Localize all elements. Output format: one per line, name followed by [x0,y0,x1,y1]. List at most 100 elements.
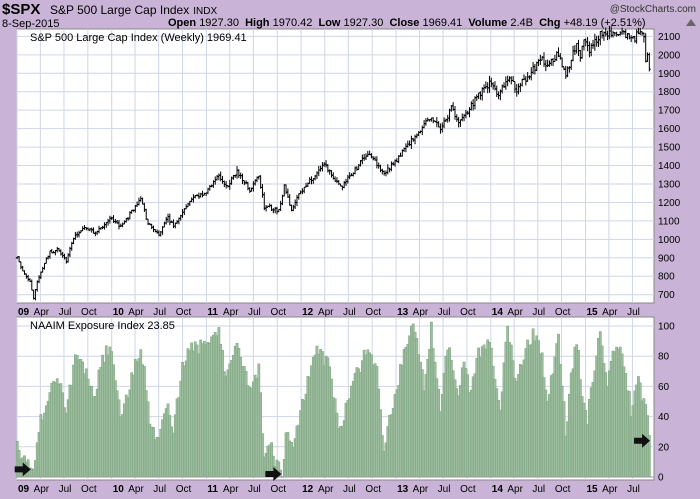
x-tick-label: 14 [492,307,504,318]
volume-value: 2.4B [510,17,533,29]
y-tick-label: 1000 [658,235,681,246]
x-tick-label: 09 [18,307,30,318]
open-value: 1927.30 [199,17,239,29]
price-bar [647,52,651,72]
y-tick-label: 900 [658,253,675,264]
y-tick-label: 800 [658,272,675,283]
y-tick-label: 1100 [658,216,680,227]
y-tick-label: 700 [658,290,675,301]
x-tick-label: Apr [34,484,50,495]
x-tick-label: Oct [176,484,192,495]
y-tick-label: 1900 [658,69,681,80]
x-tick-label: Apr [223,307,239,318]
x-tick-label: Apr [413,307,429,318]
y-tick-label: 100 [658,322,675,333]
x-tick-label: 10 [113,484,125,495]
y-tick-label: 1200 [658,198,681,209]
x-tick-label: Apr [413,484,429,495]
exchange-label: INDX [193,6,218,17]
x-tick-label: 15 [586,484,598,495]
x-tick-label: Oct [176,307,192,318]
y-tick-label: 1300 [658,179,681,190]
x-tick-label: Jul [343,484,356,495]
security-name: S&P 500 Large Cap Index INDX [50,3,217,17]
arrow-right-icon [634,433,651,448]
x-tick-label: Jul [153,307,166,318]
high-label: High [245,17,270,29]
x-tick-label: 14 [492,484,504,495]
x-tick-label: Oct [270,307,286,318]
x-tick-label: 11 [207,307,218,318]
x-tick-label: Oct [81,307,97,318]
naaim-panel-title: NAAIM Exposure Index 23.85 [30,320,175,332]
x-tick-label: Apr [34,307,50,318]
close-value: 1969.41 [422,17,463,29]
x-tick-label: 13 [397,307,409,318]
y-tick-label: 1400 [658,161,681,172]
x-tick-label: 12 [302,484,314,495]
x-tick-label: Oct [81,484,97,495]
x-tick-label: Apr [507,307,523,318]
x-tick-label: Jul [248,484,261,495]
x-tick-label: Oct [555,484,571,495]
open-label: Open [168,17,197,29]
x-tick-label: Jul [59,307,72,318]
x-tick-label: 10 [113,307,125,318]
high-value: 1970.42 [272,17,313,29]
price-panel-title: S&P 500 Large Cap Index (Weekly) 1969.41 [30,32,247,44]
x-tick-label: Oct [365,307,381,318]
quote-date: 8-Sep-2015 [2,18,60,30]
close-label: Close [389,17,420,29]
x-tick-label: Apr [602,307,618,318]
x-tick-label: Oct [365,484,381,495]
x-tick-label: 09 [18,484,30,495]
y-tick-label: 0 [658,472,664,483]
y-tick-label: 2000 [658,50,681,61]
x-tick-label: Oct [460,484,476,495]
x-tick-label: Jul [438,484,451,495]
x-tick-label: Apr [602,484,618,495]
x-tick-label: Jul [438,307,451,318]
copyright-label[interactable]: @StockCharts.com [609,4,696,15]
y-tick-label: 80 [658,352,670,363]
x-tick-label: Apr [318,484,334,495]
x-tick-label: Jul [153,484,166,495]
low-label: Low [318,17,341,29]
x-tick-label: Apr [318,307,334,318]
change-label: Chg [539,17,561,29]
x-tick-label: Jul [627,484,640,495]
x-tick-label: Jul [532,484,545,495]
collapse-triangle-icon[interactable] [686,19,696,26]
x-tick-label: Oct [555,307,571,318]
x-tick-label: Jul [532,307,545,318]
x-tick-label: Jul [343,307,356,318]
x-tick-label: 13 [397,484,409,495]
change-value: +48.19 (+2.51%) [563,17,646,29]
x-tick-label: 12 [302,307,314,318]
y-tick-label: 40 [658,412,670,423]
y-tick-label: 1600 [658,124,681,135]
quote-summary: Open 1927.30 High 1970.42 Low 1927.30 Cl… [168,17,646,29]
x-tick-label: Apr [507,484,523,495]
ticker-symbol: $SPX [2,1,41,18]
x-tick-label: 11 [207,484,218,495]
y-tick-label: 1700 [658,106,681,117]
security-name-text: S&P 500 Large Cap Index [50,3,190,17]
x-tick-label: Jul [627,307,640,318]
x-tick-label: Apr [223,484,239,495]
y-tick-label: 2100 [658,32,681,43]
volume-label: Volume [468,17,508,29]
x-tick-label: Apr [128,307,144,318]
y-tick-label: 1500 [658,143,681,154]
arrow-right-icon [14,462,31,477]
x-tick-label: Oct [460,307,476,318]
low-value: 1927.30 [343,17,384,29]
arrow-right-icon [265,466,282,481]
x-tick-label: Oct [270,484,286,495]
y-tick-label: 1800 [658,87,681,98]
y-tick-label: 20 [658,442,670,453]
y-tick-label: 60 [658,382,670,393]
x-tick-label: Jul [59,484,72,495]
x-tick-label: Jul [248,307,261,318]
